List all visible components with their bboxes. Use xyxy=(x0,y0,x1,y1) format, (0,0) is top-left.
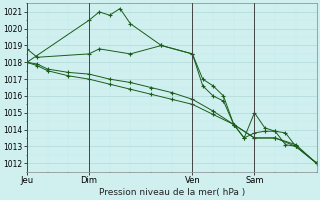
X-axis label: Pression niveau de la mer( hPa ): Pression niveau de la mer( hPa ) xyxy=(99,188,245,197)
